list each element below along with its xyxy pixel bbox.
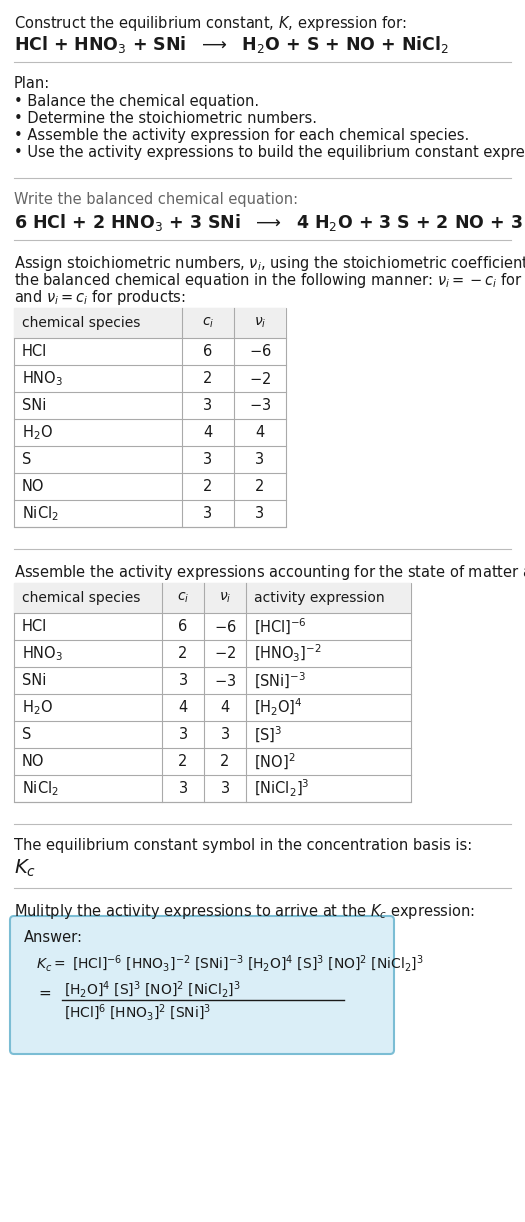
Text: Write the balanced chemical equation:: Write the balanced chemical equation: [14,192,298,207]
Text: SNi: SNi [22,673,46,688]
Text: 3: 3 [178,673,187,688]
Text: 3: 3 [204,506,213,521]
Text: 2: 2 [203,479,213,494]
Text: [SNi]$^{-3}$: [SNi]$^{-3}$ [254,671,306,690]
Text: 4: 4 [178,700,187,715]
FancyBboxPatch shape [10,916,394,1055]
Text: Assign stoichiometric numbers, $\nu_i$, using the stoichiometric coefficients, $: Assign stoichiometric numbers, $\nu_i$, … [14,254,525,273]
Text: [HCl]$^6$ [HNO$_3$]$^2$ [SNi]$^3$: [HCl]$^6$ [HNO$_3$]$^2$ [SNi]$^3$ [64,1003,211,1023]
Text: 4: 4 [255,425,265,440]
Text: Answer:: Answer: [24,930,83,945]
Text: activity expression: activity expression [254,591,385,605]
Text: 6: 6 [178,620,187,634]
Text: $=$: $=$ [36,985,52,1000]
Text: chemical species: chemical species [22,591,140,605]
Text: $K_c = $ [HCl]$^{-6}$ [HNO$_3$]$^{-2}$ [SNi]$^{-3}$ [H$_2$O]$^4$ [S]$^3$ [NO]$^2: $K_c = $ [HCl]$^{-6}$ [HNO$_3$]$^{-2}$ [… [36,954,424,974]
Text: 4: 4 [203,425,213,440]
Text: 3: 3 [256,452,265,467]
Text: 3: 3 [178,727,187,742]
Bar [14,308,286,338]
Text: 4: 4 [220,700,229,715]
Bar [14,583,411,802]
Text: HCl + HNO$_3$ + SNi  $\longrightarrow$  H$_2$O + S + NO + NiCl$_2$: HCl + HNO$_3$ + SNi $\longrightarrow$ H$… [14,34,449,55]
Text: HNO$_3$: HNO$_3$ [22,369,63,387]
Text: 2: 2 [220,754,230,769]
Text: [H$_2$O]$^{4}$: [H$_2$O]$^{4}$ [254,697,302,719]
Text: • Assemble the activity expression for each chemical species.: • Assemble the activity expression for e… [14,128,469,143]
Text: • Use the activity expressions to build the equilibrium constant expression.: • Use the activity expressions to build … [14,145,525,160]
Text: $-$3: $-$3 [249,397,271,413]
Text: HCl: HCl [22,345,47,359]
Text: S: S [22,727,32,742]
Text: H$_2$O: H$_2$O [22,423,53,442]
Text: [NiCl$_2$]$^{3}$: [NiCl$_2$]$^{3}$ [254,778,310,799]
Text: $-$6: $-$6 [249,343,271,359]
Bar [14,308,286,527]
Text: 2: 2 [255,479,265,494]
Text: 2: 2 [178,754,188,769]
Text: Assemble the activity expressions accounting for the state of matter and $\nu_i$: Assemble the activity expressions accoun… [14,563,525,582]
Text: SNi: SNi [22,398,46,413]
Text: $K_c$: $K_c$ [14,858,36,880]
Text: S: S [22,452,32,467]
Text: • Determine the stoichiometric numbers.: • Determine the stoichiometric numbers. [14,111,317,126]
Text: and $\nu_i = c_i$ for products:: and $\nu_i = c_i$ for products: [14,288,186,307]
Text: $\nu_i$: $\nu_i$ [219,590,231,605]
Text: 3: 3 [204,398,213,413]
Text: $\nu_i$: $\nu_i$ [254,315,266,330]
Text: HCl: HCl [22,620,47,634]
Text: 6: 6 [203,345,213,359]
Text: 3: 3 [178,781,187,796]
Bar [14,583,411,613]
Text: 2: 2 [178,646,188,661]
Text: 2: 2 [203,371,213,386]
Text: Construct the equilibrium constant, $K$, expression for:: Construct the equilibrium constant, $K$,… [14,13,407,33]
Text: $-$2: $-$2 [249,370,271,386]
Text: NO: NO [22,754,45,769]
Text: $-$2: $-$2 [214,645,236,661]
Text: the balanced chemical equation in the following manner: $\nu_i = -c_i$ for react: the balanced chemical equation in the fo… [14,271,525,290]
Text: [HCl]$^{-6}$: [HCl]$^{-6}$ [254,616,307,637]
Text: $-$6: $-$6 [214,618,236,634]
Text: 3: 3 [256,506,265,521]
Text: [H$_2$O]$^4$ [S]$^3$ [NO]$^2$ [NiCl$_2$]$^3$: [H$_2$O]$^4$ [S]$^3$ [NO]$^2$ [NiCl$_2$]… [64,980,240,1001]
Text: Plan:: Plan: [14,76,50,90]
Text: [NO]$^{2}$: [NO]$^{2}$ [254,752,296,771]
Text: $c_i$: $c_i$ [177,590,189,605]
Text: HNO$_3$: HNO$_3$ [22,644,63,662]
Text: NO: NO [22,479,45,494]
Text: Mulitply the activity expressions to arrive at the $K_c$ expression:: Mulitply the activity expressions to arr… [14,902,475,921]
Text: H$_2$O: H$_2$O [22,698,53,717]
Text: 6 HCl + 2 HNO$_3$ + 3 SNi  $\longrightarrow$  4 H$_2$O + 3 S + 2 NO + 3 NiCl$_2$: 6 HCl + 2 HNO$_3$ + 3 SNi $\longrightarr… [14,211,525,233]
Text: $c_i$: $c_i$ [202,315,214,330]
Text: [HNO$_3$]$^{-2}$: [HNO$_3$]$^{-2}$ [254,643,322,664]
Text: 3: 3 [204,452,213,467]
Text: 3: 3 [220,781,229,796]
Text: NiCl$_2$: NiCl$_2$ [22,505,59,523]
Text: $-$3: $-$3 [214,672,236,688]
Text: The equilibrium constant symbol in the concentration basis is:: The equilibrium constant symbol in the c… [14,838,472,853]
Text: [S]$^{3}$: [S]$^{3}$ [254,725,282,744]
Text: NiCl$_2$: NiCl$_2$ [22,780,59,798]
Text: chemical species: chemical species [22,316,140,330]
Text: • Balance the chemical equation.: • Balance the chemical equation. [14,94,259,109]
Text: 3: 3 [220,727,229,742]
